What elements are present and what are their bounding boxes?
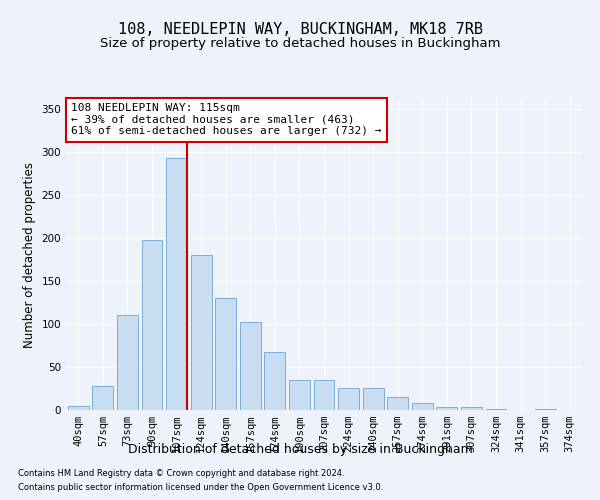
Bar <box>117 316 138 410</box>
Bar <box>535 409 556 410</box>
Bar <box>166 158 187 410</box>
Text: 108 NEEDLEPIN WAY: 115sqm
← 39% of detached houses are smaller (463)
61% of semi: 108 NEEDLEPIN WAY: 115sqm ← 39% of detac… <box>71 103 382 136</box>
Bar <box>289 380 310 410</box>
Y-axis label: Number of detached properties: Number of detached properties <box>23 162 36 348</box>
Bar <box>412 403 433 410</box>
Bar <box>240 322 261 410</box>
Bar <box>436 406 457 410</box>
Bar <box>485 409 506 410</box>
Bar <box>461 408 482 410</box>
Bar <box>191 255 212 410</box>
Bar <box>362 388 383 410</box>
Bar <box>142 240 163 410</box>
Text: Contains public sector information licensed under the Open Government Licence v3: Contains public sector information licen… <box>18 484 383 492</box>
Bar <box>387 397 408 410</box>
Text: 108, NEEDLEPIN WAY, BUCKINGHAM, MK18 7RB: 108, NEEDLEPIN WAY, BUCKINGHAM, MK18 7RB <box>118 22 482 38</box>
Bar <box>215 298 236 410</box>
Bar <box>314 380 334 410</box>
Bar <box>265 352 286 410</box>
Text: Size of property relative to detached houses in Buckingham: Size of property relative to detached ho… <box>100 38 500 51</box>
Bar <box>92 386 113 410</box>
Bar <box>338 388 359 410</box>
Text: Distribution of detached houses by size in Buckingham: Distribution of detached houses by size … <box>128 442 472 456</box>
Text: Contains HM Land Registry data © Crown copyright and database right 2024.: Contains HM Land Registry data © Crown c… <box>18 468 344 477</box>
Bar <box>68 406 89 410</box>
